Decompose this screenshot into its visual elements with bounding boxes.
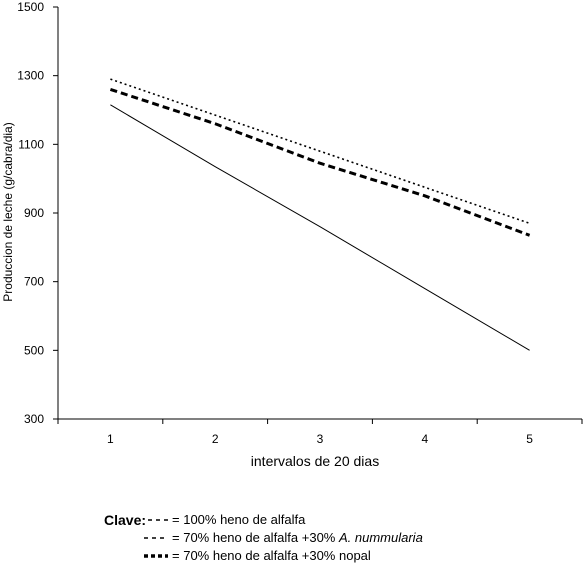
- legend-swatch-dotted: [144, 537, 168, 539]
- series-line-solid: [110, 104, 530, 351]
- legend-swatch-solid: [148, 519, 168, 521]
- y-tick-label: 1300: [17, 69, 44, 83]
- legend-title: Clave:: [104, 512, 147, 528]
- series-line-dashed: [109, 87, 531, 237]
- y-tick-label: 300: [24, 412, 44, 426]
- series-line-dotted: [110, 78, 530, 225]
- x-ticks: 1 2 3 4 5: [57, 419, 583, 446]
- y-axis-label: Produccion de leche (g/cabra/dia): [1, 122, 15, 301]
- x-tick-label: 4: [421, 432, 428, 446]
- x-tick-label: 2: [212, 432, 219, 446]
- x-tick-label: 5: [526, 432, 533, 446]
- legend-item-1: = 100% heno de alfalfa: [172, 512, 306, 527]
- legend-item-3: = 70% heno de alfalfa +30% nopal: [172, 548, 371, 563]
- y-tick-label: 1500: [17, 0, 44, 14]
- x-tick-label: 1: [107, 432, 114, 446]
- x-axis-label: intervalos de 20 dias: [251, 453, 379, 469]
- y-ticks: 300 500 700 900 1100 1300 1500: [17, 0, 58, 426]
- axes: [57, 7, 582, 420]
- y-tick-label: 1100: [18, 137, 44, 151]
- legend-item-2: = 70% heno de alfalfa +30% A. nummularia: [172, 530, 423, 545]
- y-tick-label: 700: [24, 275, 44, 289]
- series-lines: [109, 78, 531, 351]
- y-tick-label: 900: [24, 206, 44, 220]
- legend-swatch-dashed: [144, 554, 168, 558]
- x-tick-label: 3: [317, 432, 324, 446]
- y-tick-label: 500: [24, 343, 44, 357]
